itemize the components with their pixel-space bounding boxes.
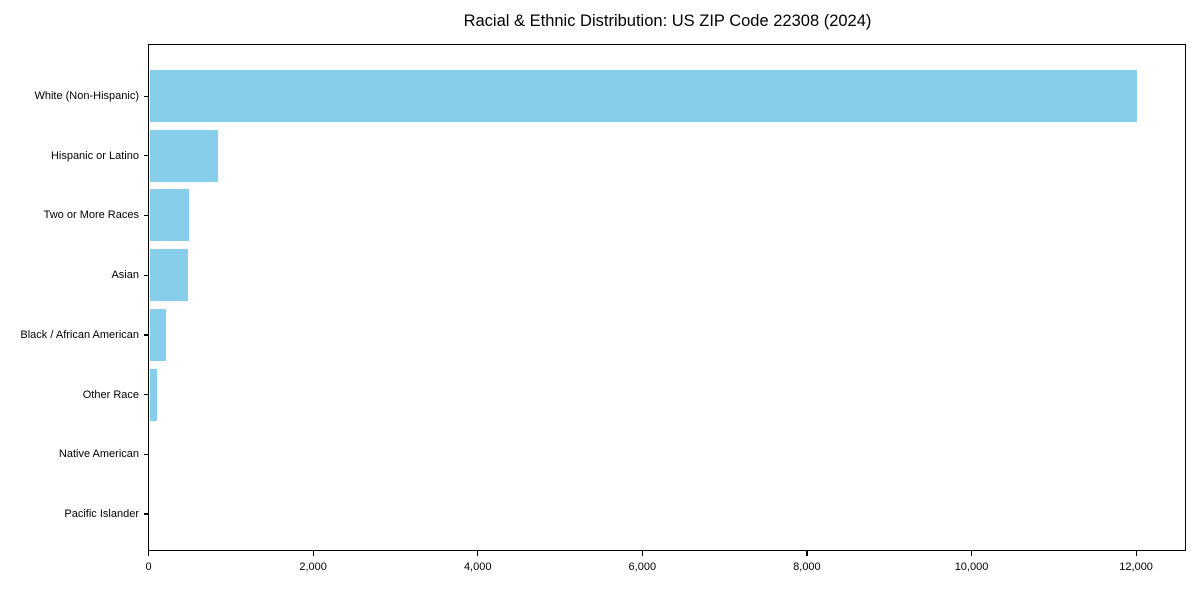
x-tick-label: 4,000 bbox=[463, 561, 492, 573]
y-axis-label: Other Race bbox=[82, 388, 139, 401]
bar-two-or-more-races bbox=[149, 189, 190, 242]
y-axis-label: Hispanic or Latino bbox=[50, 149, 139, 162]
y-axis-label: Two or More Races bbox=[43, 209, 139, 222]
x-tick-mark bbox=[312, 551, 314, 556]
y-tick-mark bbox=[144, 155, 148, 157]
bar-hispanic-or-latino bbox=[149, 129, 218, 182]
x-tick-mark bbox=[641, 551, 643, 556]
x-tick-mark bbox=[147, 551, 150, 556]
bar-asian bbox=[149, 249, 189, 302]
x-tick-mark bbox=[477, 551, 479, 556]
x-tick-label: 0 bbox=[145, 561, 152, 573]
x-tick-label: 8,000 bbox=[793, 561, 821, 573]
y-axis-label: Native American bbox=[58, 448, 139, 461]
x-tick-mark bbox=[806, 551, 808, 556]
x-tick-label: 12,000 bbox=[1119, 561, 1153, 573]
y-tick-mark bbox=[144, 453, 148, 455]
x-tick-mark bbox=[1135, 551, 1137, 556]
x-tick-label: 10,000 bbox=[954, 561, 989, 573]
y-axis-label: Asian bbox=[111, 269, 139, 282]
chart-title: Racial & Ethnic Distribution: US ZIP Cod… bbox=[463, 12, 872, 30]
y-tick-mark bbox=[144, 95, 148, 97]
y-axis-label: Black / African American bbox=[20, 328, 139, 341]
y-tick-mark bbox=[144, 513, 148, 515]
y-tick-mark bbox=[144, 394, 148, 396]
y-tick-mark bbox=[144, 274, 148, 276]
bar-black-african-american bbox=[149, 308, 167, 361]
y-axis-label: Pacific Islander bbox=[64, 507, 139, 520]
x-tick-label: 6,000 bbox=[628, 561, 657, 573]
plot-area bbox=[148, 44, 1186, 551]
x-tick-mark bbox=[970, 551, 973, 556]
y-axis-label: White (Non-Hispanic) bbox=[34, 90, 139, 102]
y-tick-mark bbox=[144, 334, 148, 336]
y-tick-mark bbox=[144, 214, 148, 217]
bar-white-non-hispanic bbox=[149, 70, 1138, 122]
x-tick-label: 2,000 bbox=[299, 561, 327, 573]
bar-other-race bbox=[149, 368, 158, 421]
